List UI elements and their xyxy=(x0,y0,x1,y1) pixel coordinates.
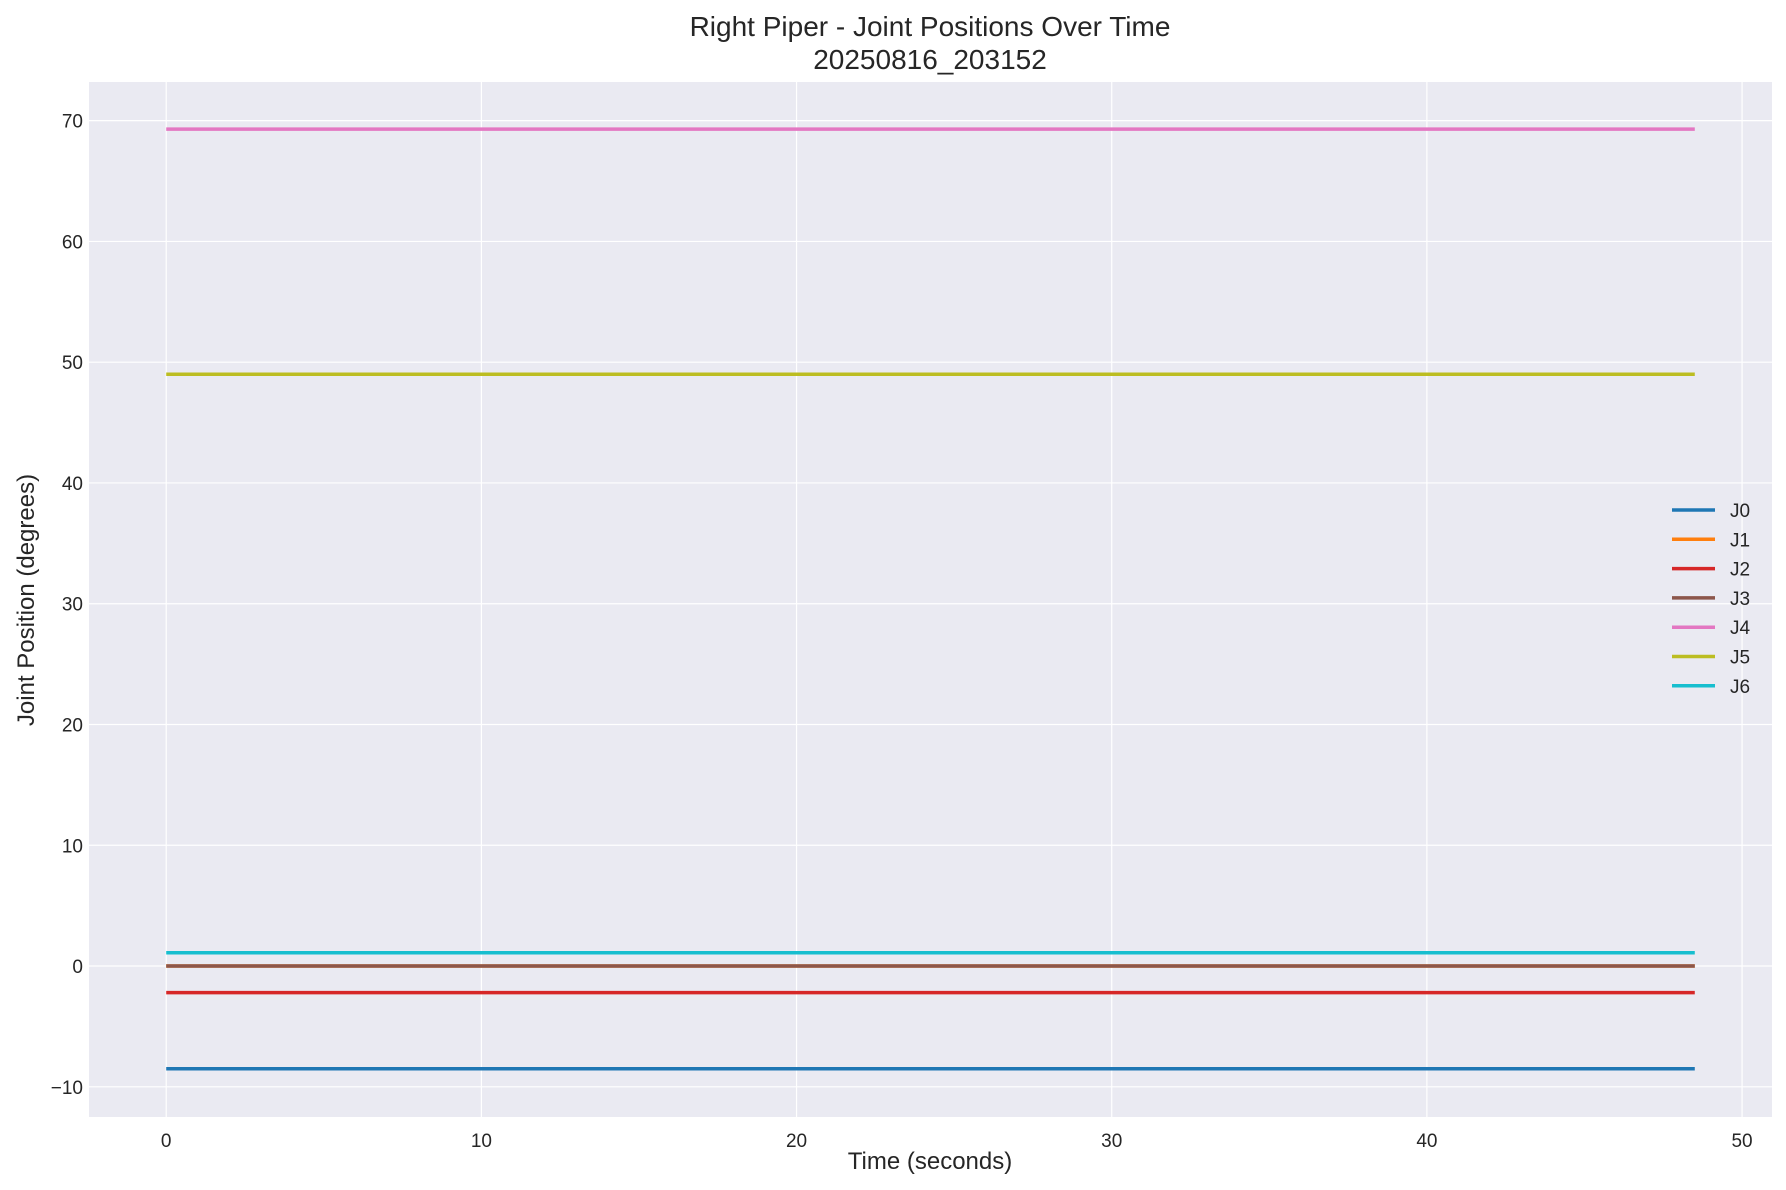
y-tick-label: 40 xyxy=(62,474,83,495)
legend-label-j4: J4 xyxy=(1730,618,1751,639)
y-tick-label: 60 xyxy=(62,232,83,253)
grid xyxy=(89,82,1772,1117)
x-tick-label: 50 xyxy=(1731,1131,1752,1152)
y-axis-label: Joint Position (degrees) xyxy=(13,474,40,726)
x-tick-label: 0 xyxy=(161,1131,172,1152)
y-tick-label: 50 xyxy=(62,353,83,374)
x-axis-label: Time (seconds) xyxy=(848,1148,1012,1175)
y-tick-label: 20 xyxy=(62,715,83,736)
y-tick-label: 10 xyxy=(62,836,83,857)
y-tick-label: −10 xyxy=(51,1078,83,1099)
ticks: 0 10 20 30 40 50 −10 0 10 20 30 40 50 60 70 xyxy=(51,112,1753,1152)
y-tick-label: 30 xyxy=(62,595,83,616)
chart-title: Right Piper - Joint Positions Over Time xyxy=(690,11,1171,42)
series-layer xyxy=(166,127,1695,1071)
x-tick-label: 30 xyxy=(1101,1131,1122,1152)
legend: J0 J1 J2 J3 J4 J5 J6 xyxy=(1672,501,1751,698)
x-tick-label: 40 xyxy=(1416,1131,1437,1152)
legend-label-j5: J5 xyxy=(1730,648,1750,669)
y-tick-label: 0 xyxy=(72,957,83,978)
legend-label-j2: J2 xyxy=(1730,560,1750,581)
legend-label-j6: J6 xyxy=(1730,677,1750,698)
legend-label-j1: J1 xyxy=(1730,530,1750,551)
legend-label-j3: J3 xyxy=(1730,589,1750,610)
chart-subtitle: 20250816_203152 xyxy=(813,44,1047,75)
plot-area xyxy=(89,82,1772,1117)
legend-label-j0: J0 xyxy=(1730,501,1750,522)
x-tick-label: 10 xyxy=(471,1131,492,1152)
x-tick-label: 20 xyxy=(786,1131,807,1152)
y-tick-label: 70 xyxy=(62,112,83,133)
